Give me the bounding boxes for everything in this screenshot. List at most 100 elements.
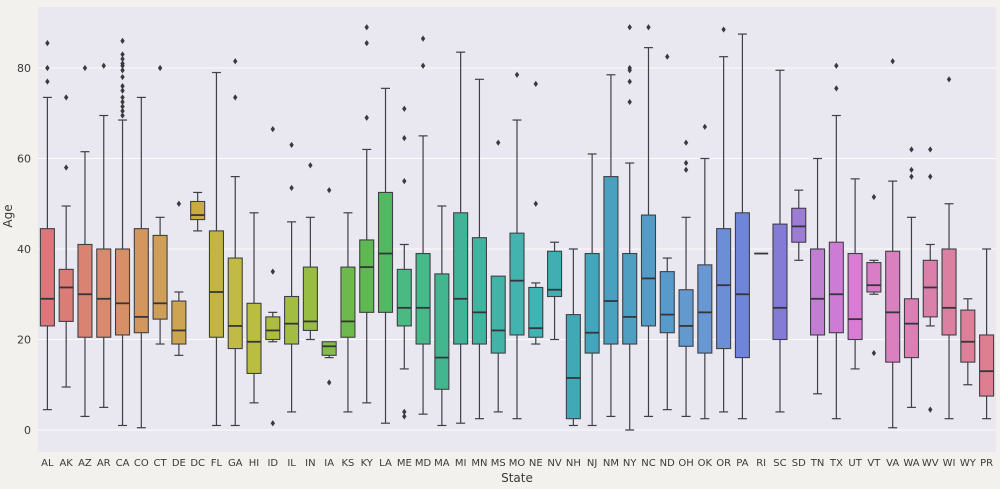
box-KY	[359, 24, 375, 404]
x-tick-label: NE	[529, 458, 543, 469]
box-CA	[114, 37, 131, 427]
x-tick-label: MI	[455, 458, 467, 469]
box-FL	[208, 71, 225, 427]
outlier-marker	[45, 78, 50, 85]
iqr-box	[885, 250, 901, 363]
x-tick-label: OK	[698, 458, 713, 469]
outlier-marker	[496, 139, 501, 146]
outlier-marker	[120, 83, 125, 90]
box-DE	[171, 200, 187, 356]
iqr-box	[471, 237, 487, 345]
box-AR	[96, 62, 112, 408]
box-IL	[284, 141, 300, 413]
outlier-marker	[533, 200, 538, 207]
outlier-marker	[233, 58, 238, 65]
box-IA	[321, 187, 337, 386]
outlier-marker	[646, 24, 651, 31]
iqr-box	[453, 212, 469, 345]
outlier-marker	[120, 55, 125, 63]
box-WV	[922, 146, 938, 413]
x-tick-label: PR	[980, 458, 993, 469]
outlier-marker	[270, 420, 276, 427]
box-MA	[434, 205, 450, 427]
iqr-box	[246, 302, 262, 374]
x-tick-label: WI	[943, 458, 956, 469]
x-tick-label: ME	[397, 458, 412, 469]
x-tick-label: AL	[41, 458, 54, 469]
outlier-marker	[120, 103, 125, 110]
iqr-box	[960, 309, 976, 363]
box-OK	[697, 123, 713, 420]
iqr-box	[302, 266, 318, 332]
x-tick-label: ID	[267, 458, 278, 469]
iqr-box	[622, 252, 638, 345]
iqr-box	[979, 334, 995, 397]
box-VT	[866, 193, 882, 357]
y-tick-label: 60	[17, 153, 31, 166]
outlier-marker	[514, 71, 520, 78]
outlier-marker	[683, 166, 689, 173]
box-MO	[509, 71, 525, 420]
iqr-box	[678, 289, 694, 347]
x-tick-label: GA	[228, 458, 243, 469]
x-tick-label: FL	[211, 458, 223, 469]
iqr-box	[490, 275, 506, 354]
outlier-marker	[308, 162, 313, 169]
y-tick-label: 0	[24, 424, 31, 437]
outlier-marker	[627, 67, 632, 74]
box-CO	[133, 96, 149, 429]
outlier-marker	[120, 73, 125, 81]
outlier-marker	[326, 187, 332, 194]
outlier-marker	[120, 67, 125, 74]
box-LA	[377, 87, 394, 424]
x-tick-label: IA	[324, 458, 334, 469]
x-tick-label: SC	[773, 458, 786, 469]
box-UT	[847, 178, 863, 370]
iqr-box	[697, 264, 713, 354]
iqr-box	[133, 228, 149, 334]
x-tick-label: MA	[434, 458, 450, 469]
box-HI	[246, 212, 262, 404]
outlier-marker	[420, 35, 426, 42]
iqr-box	[809, 248, 826, 336]
iqr-box	[772, 223, 788, 341]
iqr-box	[321, 341, 337, 356]
x-tick-label: RI	[756, 458, 766, 469]
outlier-marker	[402, 135, 407, 142]
outlier-marker	[120, 87, 125, 94]
outlier-marker	[364, 24, 369, 31]
iqr-box	[39, 228, 55, 327]
y-tick-label: 20	[17, 334, 31, 347]
x-tick-label: HI	[249, 458, 259, 469]
outlier-marker	[157, 64, 163, 72]
iqr-box	[284, 295, 300, 345]
x-tick-label: WA	[903, 458, 919, 469]
outlier-marker	[120, 112, 125, 119]
x-tick-label: MO	[509, 458, 526, 469]
box-PA	[734, 33, 750, 420]
x-tick-label: WY	[960, 458, 977, 469]
box-AZ	[77, 64, 93, 418]
iqr-box	[640, 214, 657, 327]
x-tick-label: MD	[415, 458, 432, 469]
iqr-box	[922, 259, 938, 318]
box-NH	[565, 248, 581, 427]
iqr-box	[208, 230, 225, 338]
box-VA	[885, 58, 901, 429]
x-tick-label: NM	[603, 458, 619, 469]
x-tick-label: NJ	[587, 458, 597, 469]
y-tick-label: 40	[17, 243, 31, 256]
outlier-marker	[627, 78, 632, 85]
outlier-marker	[45, 40, 50, 47]
outlier-marker	[871, 193, 877, 201]
x-tick-label: OH	[678, 458, 693, 469]
x-tick-label: TN	[810, 458, 825, 469]
x-tick-label: UT	[848, 458, 862, 469]
outlier-marker	[834, 85, 839, 92]
iqr-box	[114, 248, 131, 336]
outlier-marker	[946, 76, 952, 83]
box-MN	[471, 78, 487, 420]
outlier-marker	[120, 37, 125, 44]
box-NC	[640, 24, 657, 418]
